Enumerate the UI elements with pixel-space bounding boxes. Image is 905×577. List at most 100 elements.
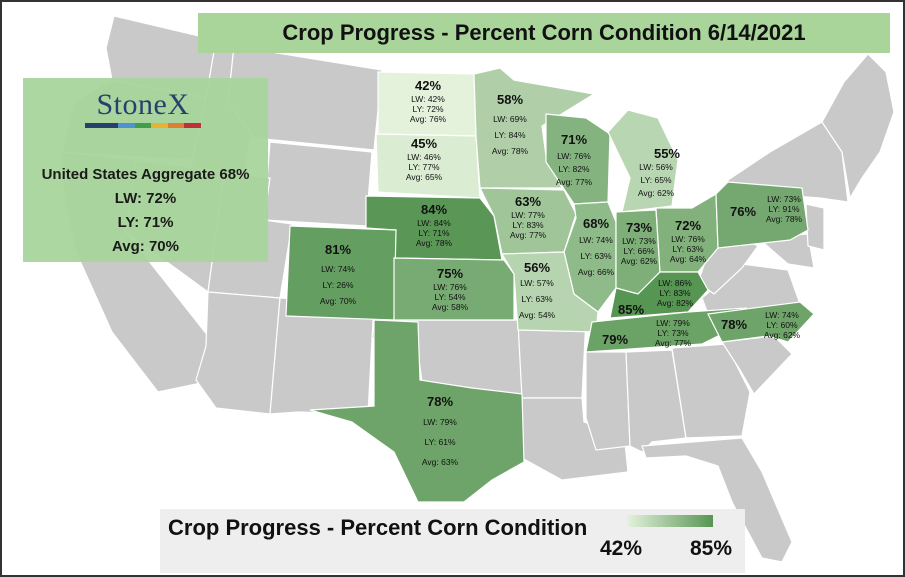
state-average: Avg: 62% xyxy=(620,255,658,266)
state-percent: 79% xyxy=(601,332,629,347)
state-percent: 81% xyxy=(324,242,352,257)
state-average: Avg: 76% xyxy=(409,113,447,124)
state-last-week: LW: 73% xyxy=(767,194,801,204)
state-percent: 72% xyxy=(674,218,702,233)
state-percent: 68% xyxy=(582,216,610,231)
state-label-ia: 63% LW: 77% LY: 83% Avg: 77% xyxy=(498,194,558,240)
state-label-co: 81% LW: 74% LY: 26% Avg: 70% xyxy=(308,242,368,306)
legend-max-label: 85% xyxy=(690,537,733,560)
state-average: Avg: 78% xyxy=(415,237,453,248)
state-label-ky-details: LW: 86% LY: 83% Avg: 82% xyxy=(646,278,704,309)
state-shape-az xyxy=(195,291,281,415)
state-label-ks: 75% LW: 76% LY: 54% Avg: 58% xyxy=(420,266,480,312)
state-last-year: LY: 63% xyxy=(672,243,704,254)
state-percent: 78% xyxy=(426,394,454,409)
state-label-pa: 76% xyxy=(728,204,758,220)
state-percent: 84% xyxy=(420,202,448,217)
aggregate-info-box: StoneX United States Aggregate 68% LW: 7… xyxy=(23,78,268,262)
state-label-sd: 45% LW: 46% LY: 77% Avg: 65% xyxy=(394,136,454,182)
state-last-week: LW: 74% xyxy=(579,234,613,245)
state-last-week: LW: 76% xyxy=(433,281,467,292)
state-average: Avg: 66% xyxy=(577,266,615,277)
state-last-year: LY: 91% xyxy=(768,204,800,215)
state-last-year: LY: 63% xyxy=(580,250,612,261)
state-last-week: LW: 73% xyxy=(622,235,656,246)
state-shape-ms xyxy=(585,351,631,451)
colored-state-shapes xyxy=(285,67,815,503)
state-percent: 76% xyxy=(729,204,757,219)
state-last-year: LY: 26% xyxy=(322,279,354,290)
state-percent: 75% xyxy=(436,266,464,281)
logo-wordmark: StoneX xyxy=(96,88,190,121)
state-average: Avg: 62% xyxy=(637,187,675,198)
state-last-week: LW: 76% xyxy=(671,233,705,244)
state-label-pa-details: LW: 73% LY: 91% Avg: 78% xyxy=(760,194,808,225)
state-average: Avg: 82% xyxy=(656,298,694,309)
state-percent: 56% xyxy=(523,260,551,275)
state-last-week: LW: 84% xyxy=(417,217,451,228)
state-last-year: LY: 73% xyxy=(657,328,689,339)
logo-bar-segment xyxy=(167,123,185,128)
state-last-week: LW: 79% xyxy=(423,416,457,427)
state-average: Avg: 77% xyxy=(555,176,593,187)
state-average: Avg: 78% xyxy=(765,214,803,225)
state-last-week: LW: 42% xyxy=(411,93,445,104)
state-percent: 63% xyxy=(514,194,542,209)
state-last-year: LY: 60% xyxy=(766,320,798,331)
state-last-week: LW: 57% xyxy=(520,277,554,288)
state-last-week: LW: 56% xyxy=(639,161,673,172)
state-percent: 78% xyxy=(720,317,748,332)
map-legend: Crop Progress - Percent Corn Condition 4… xyxy=(160,509,745,573)
state-average: Avg: 65% xyxy=(405,171,443,182)
state-average: Avg: 62% xyxy=(763,330,801,341)
state-shape-la xyxy=(521,397,629,481)
state-shape-pa xyxy=(715,181,809,249)
state-average: Avg: 77% xyxy=(509,229,547,240)
logo-bar-segment xyxy=(184,123,202,128)
state-last-week: LW: 86% xyxy=(658,278,692,288)
state-label-tn: 79% xyxy=(598,332,632,348)
state-shape-ga xyxy=(671,343,751,439)
state-shape-mi xyxy=(607,109,679,213)
state-shape-nc xyxy=(707,301,815,343)
state-percent: 55% xyxy=(653,146,680,161)
state-label-in: 73% LW: 73% LY: 66% Avg: 62% xyxy=(614,220,664,266)
state-label-mi: 55% LW: 56% LY: 65% Avg: 62% xyxy=(628,146,684,198)
state-label-mn: 58% LW: 69% LY: 84% Avg: 78% xyxy=(480,92,540,156)
state-last-week: LW: 74% xyxy=(765,310,799,320)
state-shape-new-england xyxy=(821,53,895,200)
state-last-year: LY: 84% xyxy=(494,129,526,140)
state-shape-tx xyxy=(309,319,525,503)
map-title: Crop Progress - Percent Corn Condition 6… xyxy=(198,13,890,53)
state-label-ne: 84% LW: 84% LY: 71% Avg: 78% xyxy=(404,202,464,248)
state-label-wi: 71% LW: 76% LY: 82% Avg: 77% xyxy=(548,132,600,187)
state-label-nc-details: LW: 74% LY: 60% Avg: 62% xyxy=(758,310,806,341)
logo-color-bar xyxy=(85,123,202,128)
aggregate-title: United States Aggregate 68% xyxy=(41,166,250,183)
state-shape-sc xyxy=(720,335,793,395)
state-label-ky: 85% xyxy=(614,302,648,318)
state-percent: 45% xyxy=(410,136,438,151)
state-percent: 73% xyxy=(625,220,653,235)
state-last-week: LW: 76% xyxy=(557,150,591,161)
legend-min-label: 42% xyxy=(600,537,643,560)
state-average: Avg: 58% xyxy=(431,301,469,312)
state-shape-nj xyxy=(805,203,825,251)
state-last-year: LY: 77% xyxy=(408,161,440,172)
state-last-year: LY: 61% xyxy=(424,436,456,447)
state-last-week: LW: 74% xyxy=(321,263,355,274)
state-percent: 58% xyxy=(496,92,524,107)
state-last-year: LY: 82% xyxy=(558,163,590,174)
legend-title: Crop Progress - Percent Corn Condition xyxy=(168,515,588,540)
aggregate-last-week: LW: 72% xyxy=(114,190,177,207)
state-average: Avg: 78% xyxy=(491,145,529,156)
logo-bar-segment xyxy=(134,123,152,128)
state-average: Avg: 70% xyxy=(319,295,357,306)
state-label-nc: 78% xyxy=(716,317,752,333)
logo-bar-segment xyxy=(85,123,102,128)
state-last-week: LW: 69% xyxy=(493,113,527,124)
state-last-year: LY: 83% xyxy=(512,219,544,230)
state-last-week: LW: 79% xyxy=(656,318,690,328)
state-average: Avg: 64% xyxy=(669,253,707,264)
